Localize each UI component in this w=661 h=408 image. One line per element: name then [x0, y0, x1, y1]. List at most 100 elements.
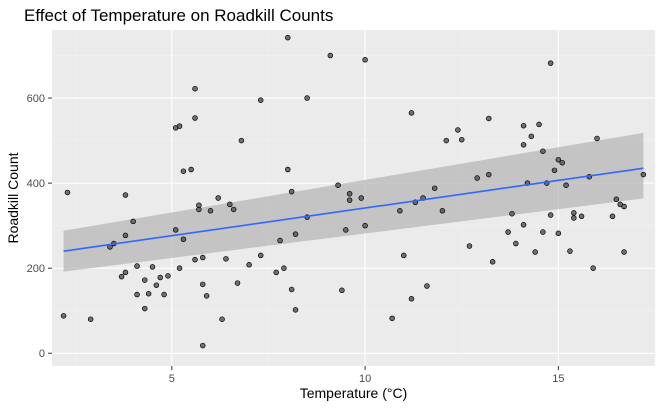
x-axis-ticks: 5 10 15 [169, 366, 564, 385]
data-point [439, 208, 446, 214]
data-point [285, 166, 291, 173]
data-point [192, 85, 198, 92]
data-point [590, 265, 596, 271]
data-point [60, 313, 67, 319]
data-point [431, 185, 438, 191]
data-point [203, 293, 210, 299]
data-point [613, 196, 620, 203]
data-point [621, 249, 627, 255]
data-point [157, 274, 163, 281]
data-point [134, 263, 140, 269]
data-point [176, 123, 183, 129]
data-point [335, 182, 341, 188]
data-point [424, 283, 430, 289]
data-point [408, 110, 415, 116]
data-point [362, 57, 368, 63]
data-point [389, 315, 395, 322]
data-point [122, 269, 129, 276]
data-point [555, 230, 562, 237]
chart-title: Effect of Temperature on Roadkill Counts [24, 6, 334, 25]
data-point [540, 148, 546, 154]
data-point [145, 290, 152, 297]
data-point [528, 133, 535, 140]
data-point [277, 237, 283, 244]
data-point [200, 281, 206, 288]
y-tick-label: 400 [27, 178, 45, 190]
data-point [594, 135, 600, 142]
data-point [285, 34, 291, 41]
data-point [513, 240, 519, 247]
data-point [153, 282, 160, 288]
data-point [288, 188, 295, 195]
data-point [134, 291, 140, 298]
data-point [122, 192, 129, 198]
data-point [64, 189, 71, 196]
data-point [122, 232, 129, 239]
data-point [401, 252, 407, 259]
data-point [571, 210, 577, 216]
data-point [223, 256, 229, 262]
data-point [346, 197, 353, 203]
data-point [281, 265, 287, 271]
data-point [292, 231, 299, 237]
data-point [327, 52, 334, 59]
data-point [142, 277, 148, 283]
data-point [257, 97, 264, 103]
data-point [339, 287, 345, 294]
data-point [609, 213, 616, 220]
data-point [520, 122, 527, 129]
data-point [505, 229, 511, 235]
confidence-band [63, 132, 644, 272]
data-point [346, 190, 353, 197]
data-point [130, 218, 136, 225]
data-point [397, 208, 403, 214]
data-point [192, 115, 198, 121]
data-point [408, 296, 415, 302]
data-point [234, 280, 241, 286]
data-point [273, 269, 279, 276]
data-point [362, 222, 368, 229]
data-point [87, 316, 94, 322]
data-point [536, 121, 542, 128]
data-point [540, 229, 546, 235]
data-point [196, 202, 202, 208]
data-point [161, 291, 167, 298]
data-point [509, 210, 515, 217]
x-tick-label: 5 [169, 373, 175, 385]
data-point [142, 305, 148, 312]
data-point [292, 307, 299, 313]
data-point [547, 212, 554, 218]
x-axis-title: Temperature (°C) [300, 385, 408, 401]
data-points [60, 34, 647, 349]
data-point [180, 168, 187, 174]
data-point [621, 203, 627, 210]
data-point [358, 195, 364, 201]
data-point [180, 236, 187, 243]
data-point [200, 254, 206, 261]
y-tick-label: 0 [39, 348, 45, 360]
data-point [567, 248, 573, 254]
data-point [474, 175, 480, 181]
data-point [520, 142, 527, 148]
y-axis-title: Roadkill Count [5, 152, 21, 243]
data-point [443, 137, 450, 144]
x-tick-label: 15 [552, 373, 564, 385]
data-point [188, 166, 194, 173]
data-point [489, 259, 496, 265]
data-point [200, 342, 206, 349]
data-point [176, 265, 183, 271]
data-point [555, 156, 562, 163]
data-point [466, 243, 473, 249]
x-tick-label: 10 [359, 373, 371, 385]
data-point [343, 227, 349, 233]
data-point [219, 316, 225, 322]
data-point [532, 249, 538, 255]
data-point [520, 222, 527, 228]
data-point [486, 115, 492, 122]
y-tick-label: 200 [27, 263, 45, 275]
data-point [640, 171, 647, 178]
data-point [551, 167, 558, 174]
data-point [165, 273, 171, 279]
